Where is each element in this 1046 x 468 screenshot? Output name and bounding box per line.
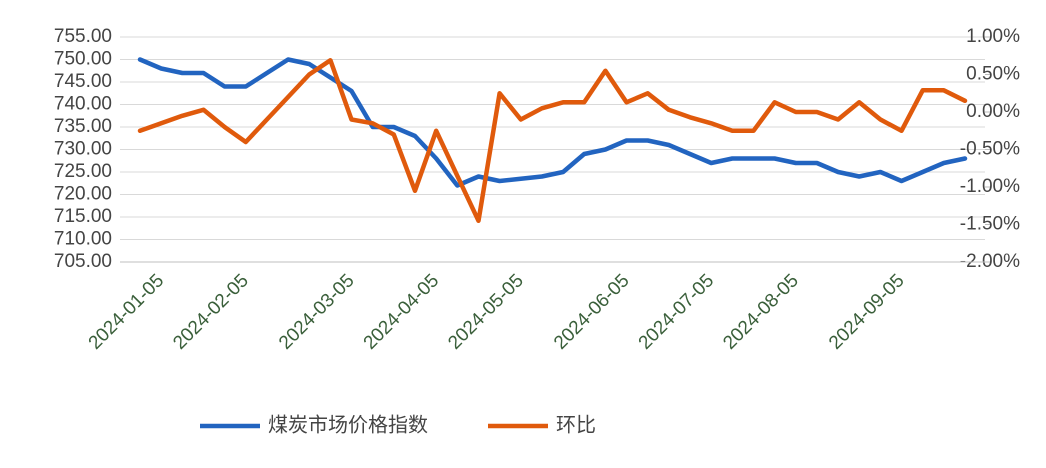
y-tick-label: 710.00 [54, 229, 112, 250]
y2-tick-label: 1.00% [966, 26, 1020, 47]
y-tick-label: 740.00 [54, 94, 112, 115]
y-tick-label: 720.00 [54, 184, 112, 205]
y-tick-label: 725.00 [54, 161, 112, 182]
y2-tick-label: -2.00% [960, 251, 1020, 272]
legend-label: 环比 [556, 413, 596, 436]
y2-tick-label: -1.50% [960, 214, 1020, 235]
y-tick-label: 715.00 [54, 206, 112, 227]
y-tick-label: 750.00 [54, 49, 112, 70]
y2-tick-label: 0.50% [966, 64, 1020, 85]
legend-label: 煤炭市场价格指数 [268, 413, 428, 436]
y-tick-label: 730.00 [54, 139, 112, 160]
y-tick-label: 745.00 [54, 71, 112, 92]
y2-tick-label: -1.00% [960, 176, 1020, 197]
y2-tick-label: 0.00% [966, 101, 1020, 122]
y-tick-label: 735.00 [54, 116, 112, 137]
series-line [137, 57, 968, 188]
y2-tick-label: -0.50% [960, 139, 1020, 160]
y-tick-label: 705.00 [54, 251, 112, 272]
series-line [137, 58, 968, 224]
y-tick-label: 755.00 [54, 26, 112, 47]
